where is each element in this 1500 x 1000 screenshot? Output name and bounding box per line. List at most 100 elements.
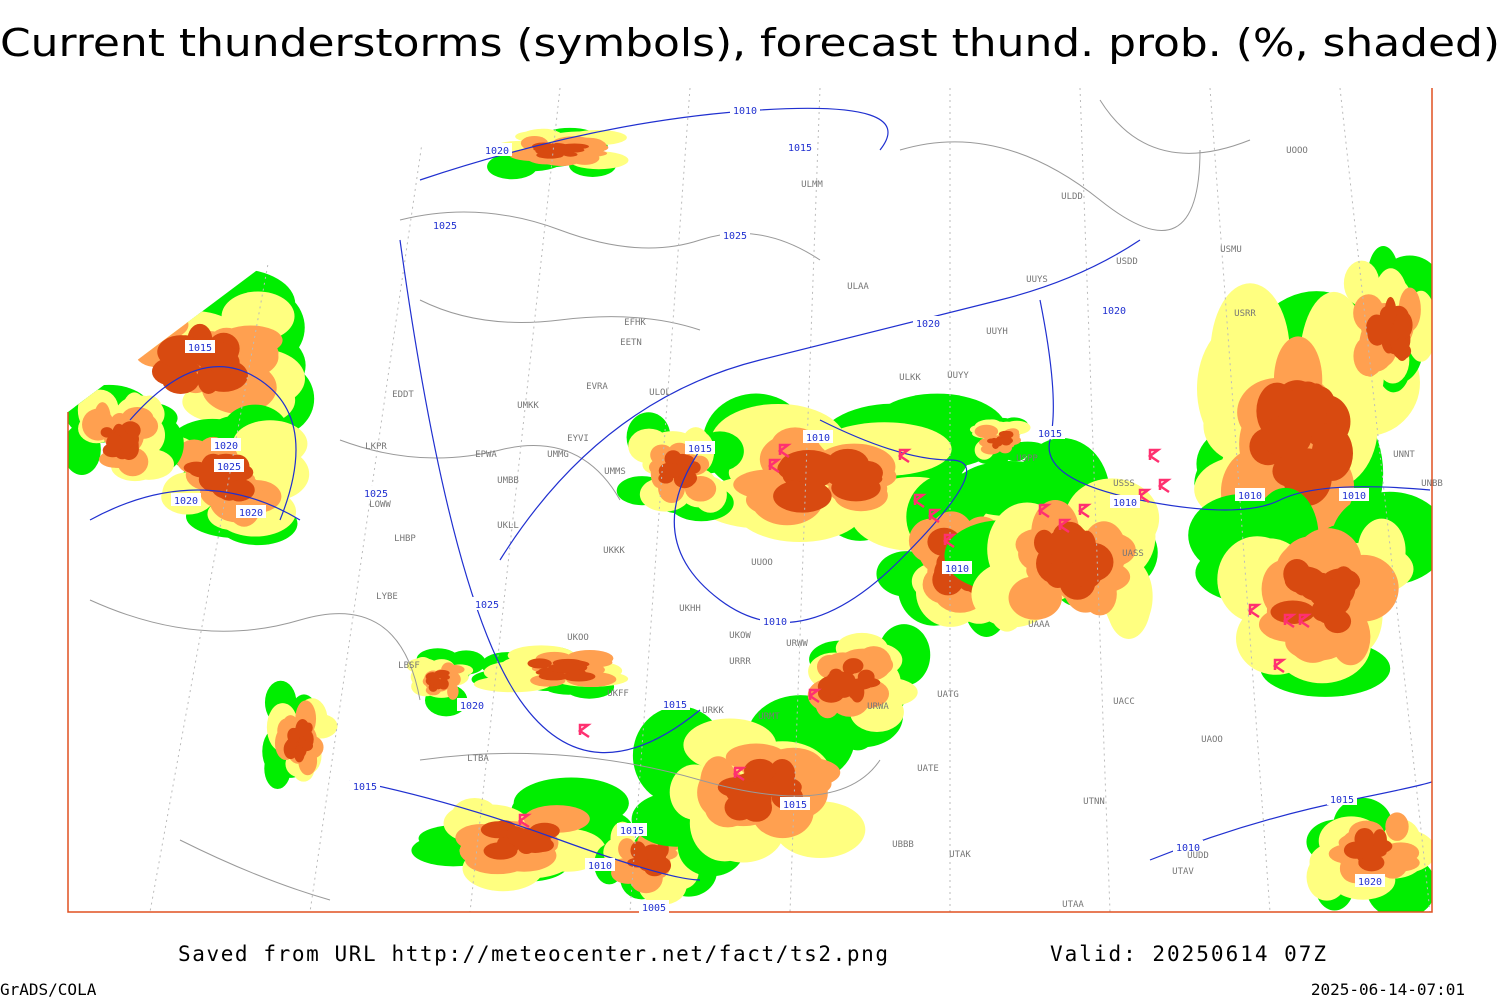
isobar-label-bg [760,614,790,627]
isobar-label-bg [236,505,266,518]
coastline [419,299,701,331]
isobar-label-bg [361,486,391,499]
station-label: ULOL [649,388,671,398]
prob-shading [502,667,543,681]
isobar [673,419,968,623]
station-label: EDDT [392,390,414,400]
isobar-label: 1015 [783,800,807,811]
prob-shading [483,842,518,860]
prob-shading [1289,381,1327,438]
isobar-label-bg [1110,495,1140,508]
map-frame [67,88,1433,913]
station-label: USMU [1220,245,1242,255]
isobar-label: 1015 [663,700,687,711]
station-label: UBBB [892,840,914,850]
isobar-label-bg [639,900,669,913]
isobar-label: 1025 [723,231,747,242]
isobar [399,239,701,754]
graticule [309,88,431,912]
prob-shading [843,658,864,674]
thunderstorm-symbol [897,448,912,464]
software: GrADS/COLA [0,980,97,999]
isobar-label-bg [685,441,715,454]
station-label: UTAK [949,850,971,860]
prob-shading [1072,542,1114,582]
prob-shading [1331,566,1356,605]
isobar [129,366,297,521]
isobar-label: 1015 [188,343,212,354]
isobar-label: 1020 [239,508,263,519]
station-label: UASS [1122,549,1144,559]
coastline [1099,99,1251,154]
prob-shading [563,152,578,157]
station-label: UKFF [607,689,629,699]
isobar-label: 1025 [217,462,241,473]
prob-shading [1008,576,1062,620]
thunderstorm-symbol [732,766,747,782]
title: Current thunderstorms (symbols), forecas… [0,21,1500,65]
station-label: UMMS [604,467,626,477]
isobar-label-bg [720,228,750,241]
map-area [68,88,1432,912]
station-label: URRR [729,657,751,667]
station-label: UNNT [1393,450,1415,460]
station-label: UMKK [517,401,539,411]
isobar-label: 1010 [1342,491,1366,502]
isobar-label: 1010 [945,564,969,575]
station-label: LHBP [394,534,416,544]
prob-shading [287,727,300,744]
thunderstorm-symbol [1157,478,1172,494]
station-label: LKPR [365,442,387,452]
graticule [1339,88,1431,912]
prob-shading [744,758,776,783]
isobar-label-bg [482,143,512,156]
isobar-label-bg [1035,426,1065,439]
station-label: UOOO [1286,146,1308,156]
isobar-label-bg [780,797,810,810]
station-label: UTAV [1172,867,1194,877]
thunderstorm-symbol [517,813,532,829]
prob-shading [564,673,582,681]
isobar-label: 1025 [364,489,388,500]
coastline [339,439,621,501]
prob-shading [106,433,124,452]
prob-shading [740,793,773,822]
thunderstorm-symbol [1247,603,1262,619]
prob-shading [664,463,684,478]
isobar-label-bg [942,561,972,574]
station-label: UUDD [1187,851,1209,861]
isobar [89,489,301,521]
thunderstorm-symbol [1137,488,1152,504]
prob-shading [535,669,553,676]
prob-shading [829,668,844,682]
isobar-label-bg [472,597,502,610]
prob-shading [674,453,690,466]
isobar-label: 1010 [1238,491,1262,502]
station-label: UAOO [1201,735,1223,745]
prob-shading [1283,558,1311,589]
isobar-label: 1010 [733,106,757,117]
isobar-label-bg [1339,488,1369,501]
isobar-label: 1020 [460,701,484,712]
isobar [1039,299,1431,511]
isobar-label-bg [171,493,201,506]
prob-shading [1008,441,1047,457]
station-label: ULDD [1061,192,1083,202]
isobar-label-bg [585,858,615,871]
isobar-label-bg [617,823,647,836]
station-label: LYBE [376,592,398,602]
prob-shading [548,663,579,673]
isobar-label: 1010 [588,861,612,872]
station-label: ULKK [899,373,921,383]
isobar-label: 1020 [1358,877,1382,888]
thunderstorm-symbol [1297,613,1312,629]
station-label: UUYH [986,327,1008,337]
isobar-label: 1020 [1102,306,1126,317]
thunderstorm-symbol [767,458,782,474]
coastline [419,752,881,797]
prob-shading [428,679,441,685]
isobar-label-bg [350,779,380,792]
prob-shading [440,673,448,683]
prob-shading [1358,857,1379,870]
